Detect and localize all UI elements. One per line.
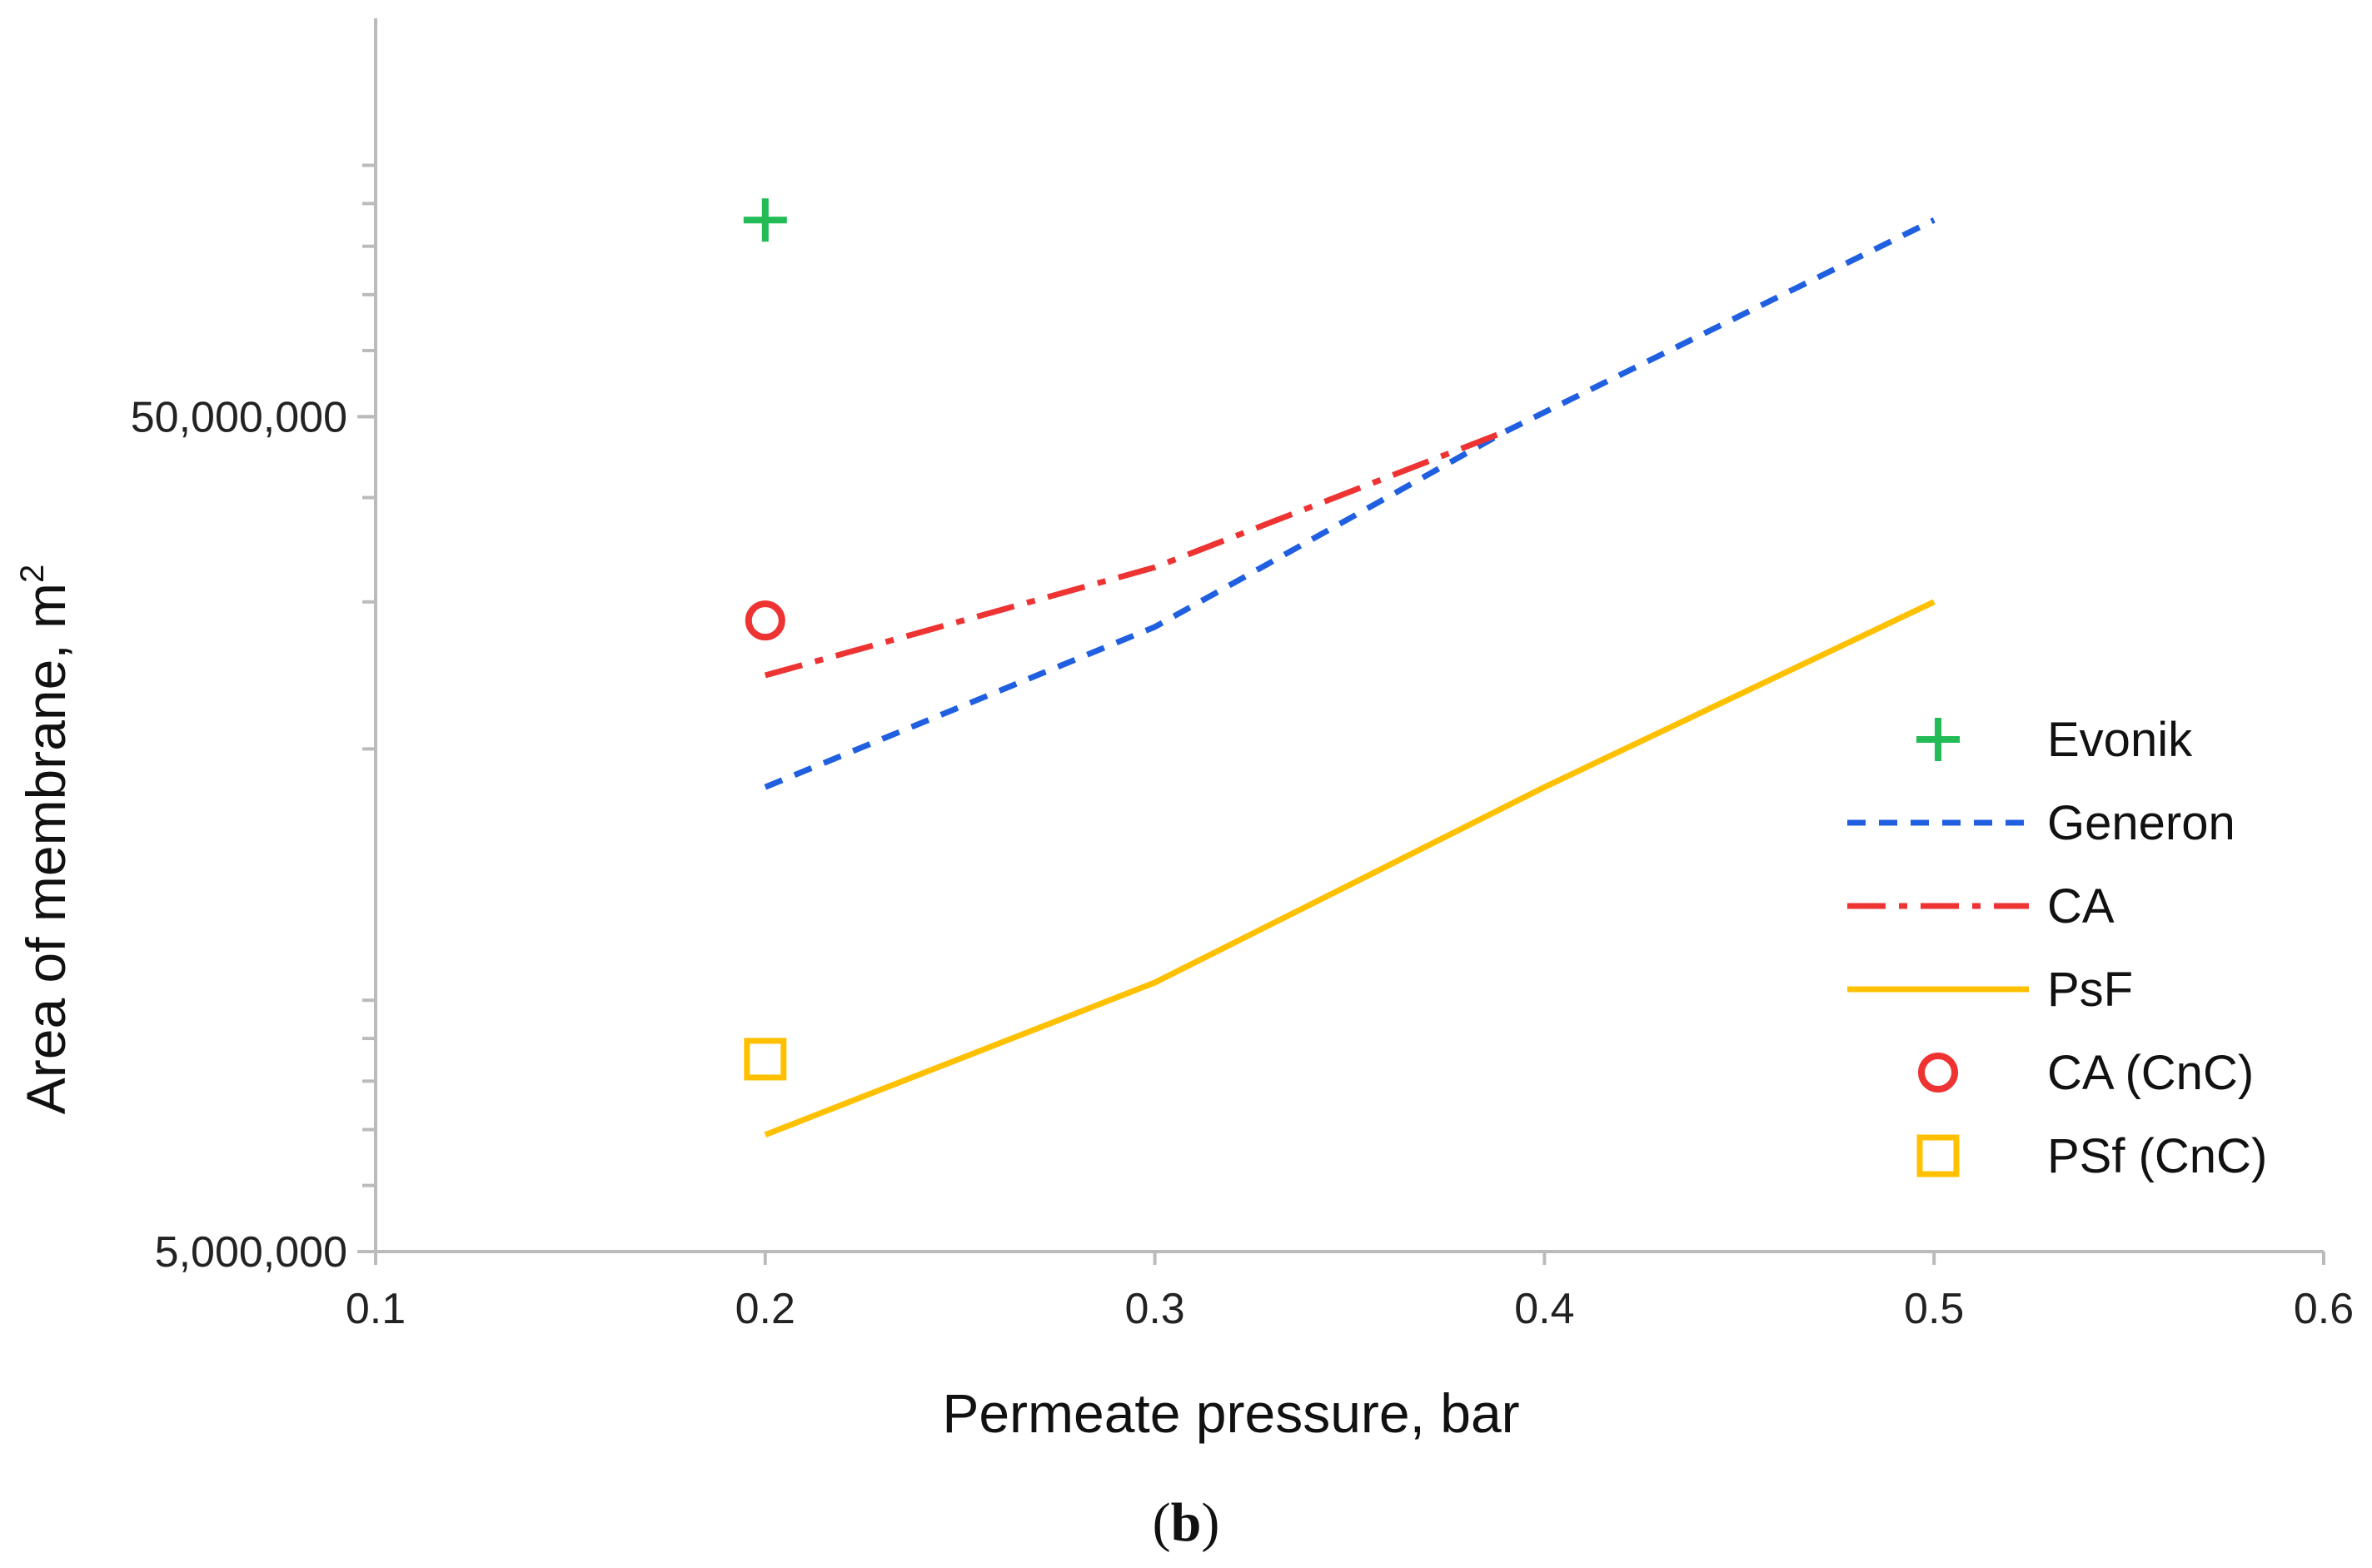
x-tick-label: 0.3 <box>1124 1285 1184 1333</box>
legend-symbol-evonik <box>1916 718 1960 761</box>
caption-close: ) <box>1201 1492 1219 1553</box>
legend-symbol-psf-cnc <box>1916 1134 1960 1177</box>
plot-area <box>743 198 1936 1138</box>
caption-open: ( <box>1153 1492 1171 1553</box>
x-axis-title: Permeate pressure, bar <box>942 1382 1519 1444</box>
point-psf-cnc <box>744 1038 787 1081</box>
y-tick-label: 5,000,000 <box>155 1228 347 1277</box>
axes: 0.1 0.2 0.3 0.4 0.5 0.6 5,000,000 50,000,000 <box>131 18 2354 1333</box>
y-tick-label: 50,000,000 <box>131 393 347 441</box>
x-tick-label: 0.4 <box>1514 1285 1574 1333</box>
point-ca-cnc <box>745 600 785 641</box>
series-line-psf <box>764 599 1936 1138</box>
legend-label-generon: Generon <box>2047 796 2235 850</box>
legend-label-psf-cnc: PSf (CnC) <box>2047 1129 2267 1183</box>
x-tick-label: 0.1 <box>346 1285 406 1333</box>
point-evonik <box>743 198 787 242</box>
y-axis-title-superscript: 2 <box>14 565 51 583</box>
series-line-ca <box>764 428 1507 679</box>
x-tick-label: 0.2 <box>735 1285 795 1333</box>
y-axis-title: Area of membrane, m2 <box>14 565 77 1115</box>
x-tick-label: 0.5 <box>1904 1285 1964 1333</box>
y-axis-title-text: Area of membrane, m <box>15 583 77 1114</box>
legend-label-ca: CA <box>2047 879 2115 933</box>
series-line-generon <box>764 217 1936 790</box>
legend-label-evonik: Evonik <box>2047 713 2193 767</box>
legend-symbol-ca-cnc <box>1918 1053 1958 1093</box>
legend: Evonik Generon CA PsF CA (CnC) PSf (CnC) <box>1847 713 2267 1183</box>
legend-label-ca-cnc: CA (CnC) <box>2047 1046 2254 1100</box>
caption-letter: b <box>1171 1492 1202 1553</box>
legend-label-psf: PsF <box>2047 963 2133 1017</box>
figure-caption: (b) <box>1153 1492 1220 1553</box>
x-tick-label: 0.6 <box>2294 1285 2354 1333</box>
